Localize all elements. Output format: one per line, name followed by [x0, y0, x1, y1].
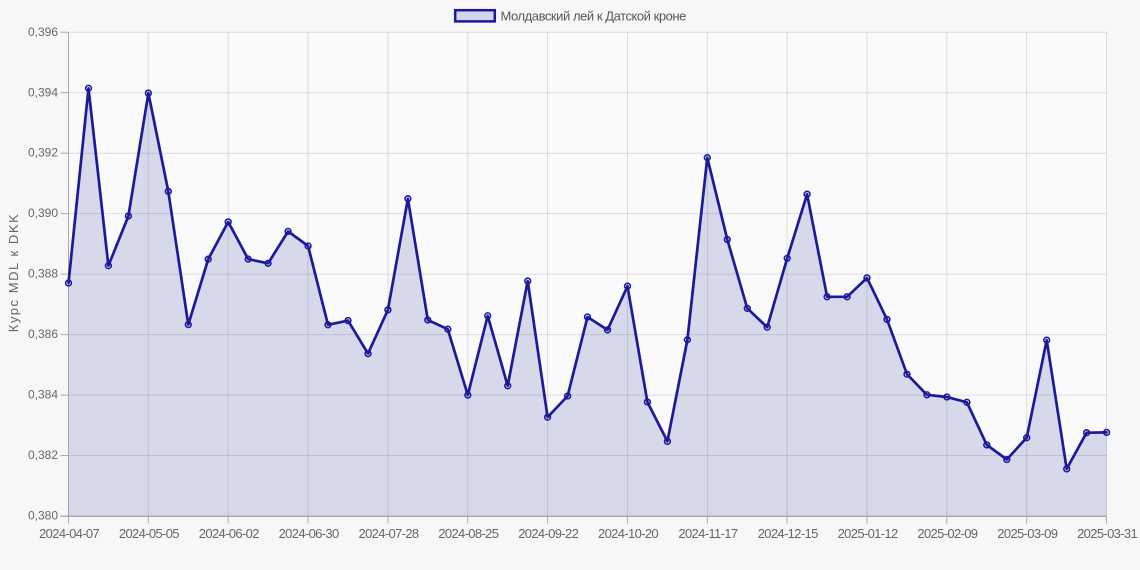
svg-text:0,380: 0,380	[28, 509, 58, 523]
svg-text:2024-09-22: 2024-09-22	[518, 526, 578, 541]
svg-text:2024-04-07: 2024-04-07	[39, 526, 99, 541]
svg-text:0,382: 0,382	[28, 448, 58, 462]
svg-text:2024-07-28: 2024-07-28	[359, 526, 419, 541]
svg-text:2024-06-02: 2024-06-02	[199, 526, 259, 541]
svg-text:0,394: 0,394	[28, 85, 58, 99]
svg-text:0,396: 0,396	[28, 25, 58, 39]
svg-text:2024-11-17: 2024-11-17	[678, 526, 737, 541]
svg-text:2024-10-20: 2024-10-20	[598, 526, 658, 541]
svg-text:2024-12-15: 2024-12-15	[758, 526, 818, 541]
svg-text:2025-03-31: 2025-03-31	[1077, 526, 1137, 541]
svg-text:0,384: 0,384	[28, 388, 58, 402]
svg-text:2024-08-25: 2024-08-25	[438, 526, 498, 541]
svg-text:0,388: 0,388	[28, 267, 58, 281]
svg-text:Курс MDL к DKK: Курс MDL к DKK	[6, 213, 21, 333]
svg-text:2025-02-09: 2025-02-09	[917, 526, 977, 541]
svg-text:2025-01-12: 2025-01-12	[838, 526, 898, 541]
svg-text:0,386: 0,386	[28, 327, 58, 341]
svg-text:2025-03-09: 2025-03-09	[997, 526, 1057, 541]
svg-text:Молдавский лей к Датской кроне: Молдавский лей к Датской кроне	[501, 8, 687, 23]
svg-text:2024-05-05: 2024-05-05	[119, 526, 179, 541]
svg-text:0,392: 0,392	[28, 146, 58, 160]
svg-text:2024-06-30: 2024-06-30	[279, 526, 339, 541]
svg-text:0,390: 0,390	[28, 206, 58, 220]
